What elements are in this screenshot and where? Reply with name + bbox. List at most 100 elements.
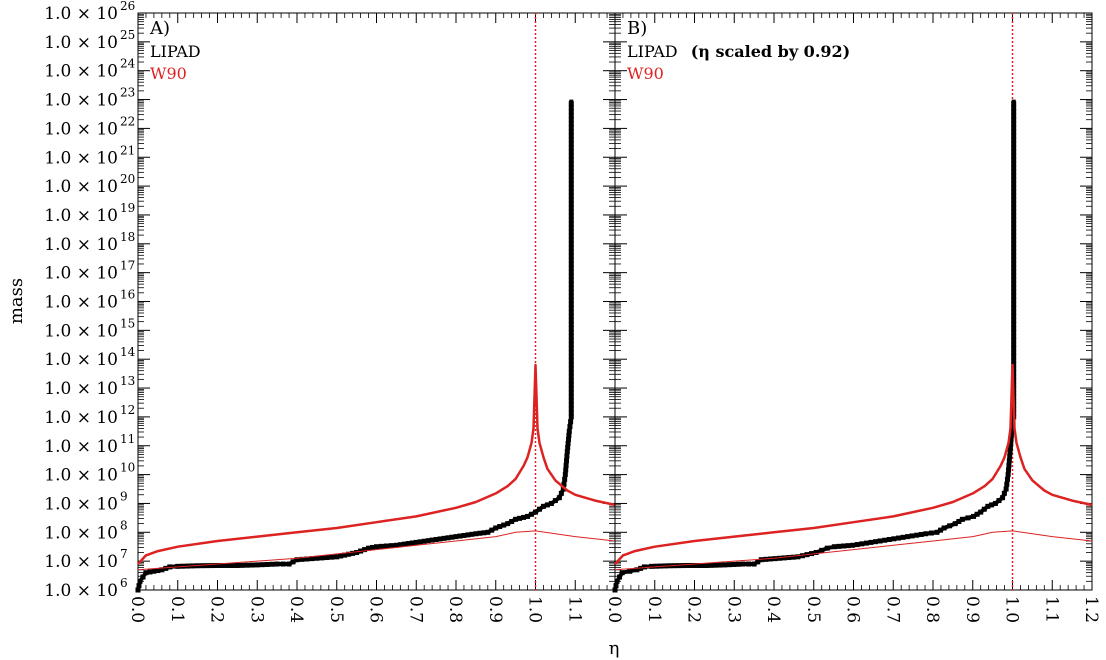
y-tick-label: 1.0 × 10 [44,437,118,457]
lipad-marker [568,177,574,183]
x-tick-label: 1.1 [564,596,584,623]
lipad-marker [1011,133,1017,139]
lipad-marker [731,561,737,567]
lipad-marker [280,561,286,567]
lipad-marker [568,261,574,267]
lipad-marker [841,543,847,549]
lipad-marker [619,570,625,576]
lipad-marker [374,544,379,550]
lipad-marker [210,563,216,569]
y-axis-title: mass [6,278,27,324]
y-tick-label: 1.0 × 10 [44,91,118,111]
lipad-marker [568,406,574,412]
lipad-marker [501,522,507,528]
lipad-marker [854,542,860,548]
lipad-marker [1011,233,1017,239]
lipad-marker [568,241,574,247]
lipad-marker [568,197,574,203]
lipad-marker [200,563,206,569]
panel-b-frame [614,12,1093,591]
y-tick-label: 1.0 × 10 [44,235,118,255]
panel-b-legend-lipad-note: (η scaled by 0.92) [691,42,851,61]
lipad-marker [965,515,971,521]
lipad-marker [703,562,709,568]
x-tick-label: 0.2 [684,596,704,623]
lipad-marker [568,117,574,123]
lipad-marker [1011,241,1017,247]
lipad-marker [429,537,435,543]
panel-a-series [135,13,616,593]
lipad-marker [627,568,633,574]
lipad-marker [1011,193,1017,199]
lipad-marker [517,515,523,521]
lipad-marker [244,562,250,568]
lipad-marker [536,506,542,512]
x-tick-label: 1.2 [1081,596,1101,623]
lipad-marker [294,557,300,563]
lipad-marker [1011,169,1017,175]
lipad-marker [1011,261,1017,267]
series-line-w90-thick-line [137,363,616,565]
lipad-marker [568,334,574,340]
lipad-marker [978,509,984,515]
lipad-marker [1011,330,1017,336]
lipad-marker [324,555,330,561]
lipad-marker [641,564,647,570]
lipad-marker [269,561,275,567]
lipad-marker [493,525,499,531]
lipad-marker [722,562,728,568]
lipad-marker [425,538,431,544]
lipad-marker [370,544,376,550]
lipad-marker [485,529,491,535]
lipad-marker [1011,109,1017,115]
lipad-marker [309,556,315,562]
lipad-marker [1011,237,1017,243]
lipad-marker [956,518,962,524]
lipad-marker [409,540,415,546]
lipad-marker [568,153,574,159]
lipad-marker [568,149,574,155]
lipad-marker [567,424,573,430]
lipad-marker [799,553,805,559]
lipad-marker [509,518,515,524]
lipad-marker [845,543,851,549]
lipad-marker [1004,481,1010,487]
lipad-marker [568,398,574,404]
lipad-marker [863,540,869,546]
y-tick-exponent: 6 [120,576,128,590]
x-tick-label: 0.4 [763,596,783,623]
lipad-marker [1011,354,1017,360]
lipad-marker [974,511,980,517]
lipad-marker [952,521,958,527]
lipad-marker [735,561,741,567]
y-tick-exponent: 19 [120,201,135,215]
y-tick-exponent: 26 [120,0,135,13]
lipad-marker [1011,149,1017,155]
y-tick-exponent: 9 [120,489,128,503]
lipad-marker [568,326,574,332]
x-tick-label: 0.9 [962,596,982,623]
lipad-marker [1011,221,1017,227]
lipad-marker [859,541,865,547]
lipad-marker [1011,209,1017,215]
lipad-marker [562,476,568,482]
lipad-marker [556,495,562,501]
lipad-marker [694,562,700,568]
lipad-marker [489,527,495,533]
lipad-marker [819,547,825,553]
panel-b-legend-w90: W90 [627,64,664,83]
lipad-marker [1008,440,1014,446]
lipad-marker [947,523,953,529]
lipad-marker [850,542,856,548]
lipad-marker [350,550,356,556]
lipad-marker [1011,121,1017,127]
lipad-marker [985,503,991,509]
lipad-marker [334,554,340,560]
lipad-marker [1011,113,1017,119]
lipad-marker [1011,297,1017,303]
lipad-marker [1011,257,1017,263]
lipad-marker [568,305,574,311]
lipad-marker [254,562,260,568]
lipad-marker [831,544,837,550]
lipad-marker [1011,265,1017,271]
